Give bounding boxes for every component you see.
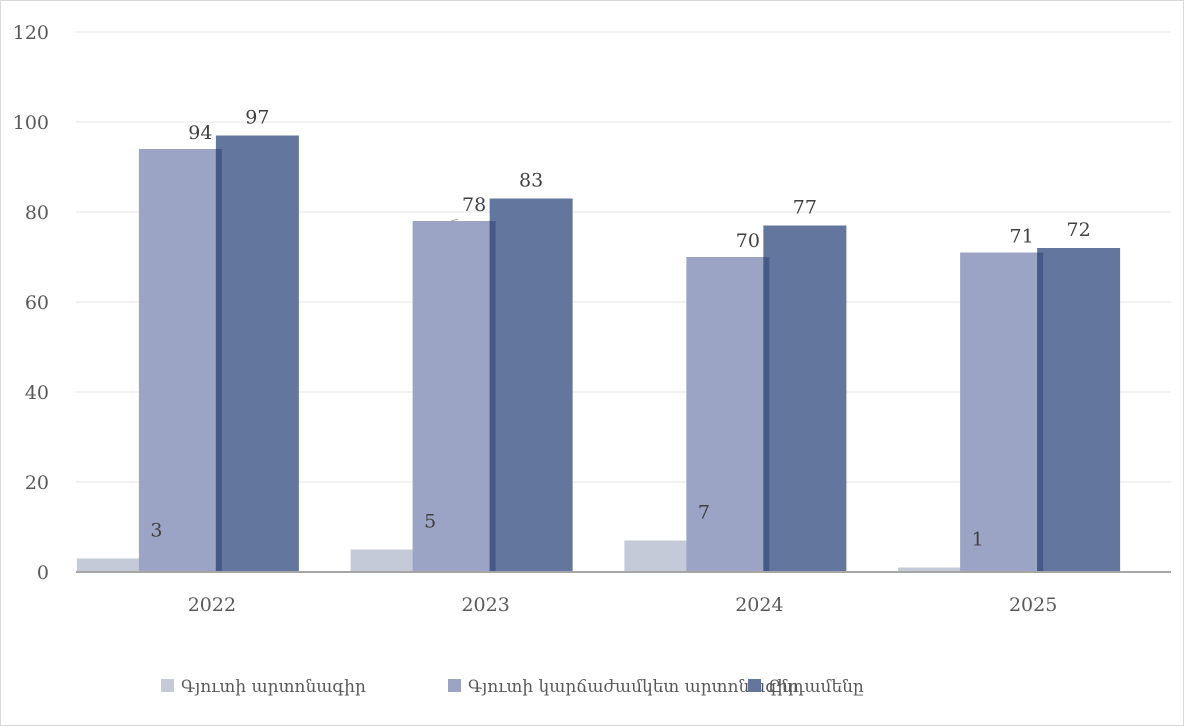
bar-overlap-2022: [215, 149, 222, 572]
legend-swatch-3: [748, 679, 761, 692]
bar-3-2025: [1037, 248, 1121, 572]
data-label-1-2023: 5: [424, 511, 436, 533]
data-label-3-2024: 77: [793, 197, 817, 219]
y-tick-label: 40: [25, 382, 49, 404]
bar-2-2024: [686, 257, 770, 572]
y-tick-label: 120: [13, 22, 49, 44]
data-label-1-2025: 1: [972, 529, 984, 551]
y-axis-tick-labels: 0 20 40 60 80 100 120: [13, 22, 49, 584]
label-leader-line: [450, 218, 459, 222]
bars: [76, 135, 1121, 572]
bar-2-2023: [412, 221, 496, 572]
data-label-1-2022: 3: [150, 520, 162, 542]
y-tick-label: 60: [25, 292, 49, 314]
legend-swatch-1: [161, 679, 174, 692]
x-category-label: 2023: [461, 594, 509, 616]
bar-overlap-2025: [1037, 252, 1044, 572]
bar-3-2022: [215, 135, 299, 572]
x-category-label: 2025: [1009, 594, 1057, 616]
bar-3-2023: [489, 198, 573, 572]
data-label-2-2023: 78: [462, 194, 486, 216]
data-label-2-2025: 71: [1010, 226, 1034, 248]
bar-overlap-2023: [489, 221, 496, 572]
x-axis-category-labels: 2022 2023 2024 2025: [188, 594, 1058, 616]
bar-2-2025: [960, 252, 1044, 572]
bar-overlaps: [215, 149, 1044, 572]
bar-1-2025: [898, 567, 982, 572]
legend-label-2: Գյուտի կարճաժամկետ արտոնագիր: [468, 677, 799, 697]
data-label-3-2023: 83: [519, 170, 543, 192]
y-tick-label: 80: [25, 202, 49, 224]
bar-2-2022: [138, 149, 222, 572]
data-label-3-2022: 97: [245, 107, 269, 129]
data-label-2-2024: 70: [736, 230, 760, 252]
bar-overlap-2024: [763, 257, 770, 572]
legend-swatch-2: [448, 679, 461, 692]
y-tick-label: 100: [13, 112, 49, 134]
legend-label-3: Ընդամենը: [768, 677, 864, 697]
data-label-2-2022: 94: [188, 122, 212, 144]
y-tick-label: 0: [37, 562, 49, 584]
y-tick-label: 20: [25, 472, 49, 494]
data-labels: 3 94 97 5 78 83 7 70 77 1 71 72: [150, 107, 1090, 551]
data-label-1-2024: 7: [698, 502, 710, 524]
legend-label-1: Գյուտի արտոնագիր: [181, 677, 366, 697]
x-category-label: 2022: [188, 594, 236, 616]
x-category-label: 2024: [735, 594, 783, 616]
legend: Գյուտի արտոնագիր Գյուտի կարճաժամկետ արտոն…: [161, 677, 864, 697]
bar-3-2024: [763, 225, 847, 572]
data-label-3-2025: 72: [1067, 219, 1091, 241]
